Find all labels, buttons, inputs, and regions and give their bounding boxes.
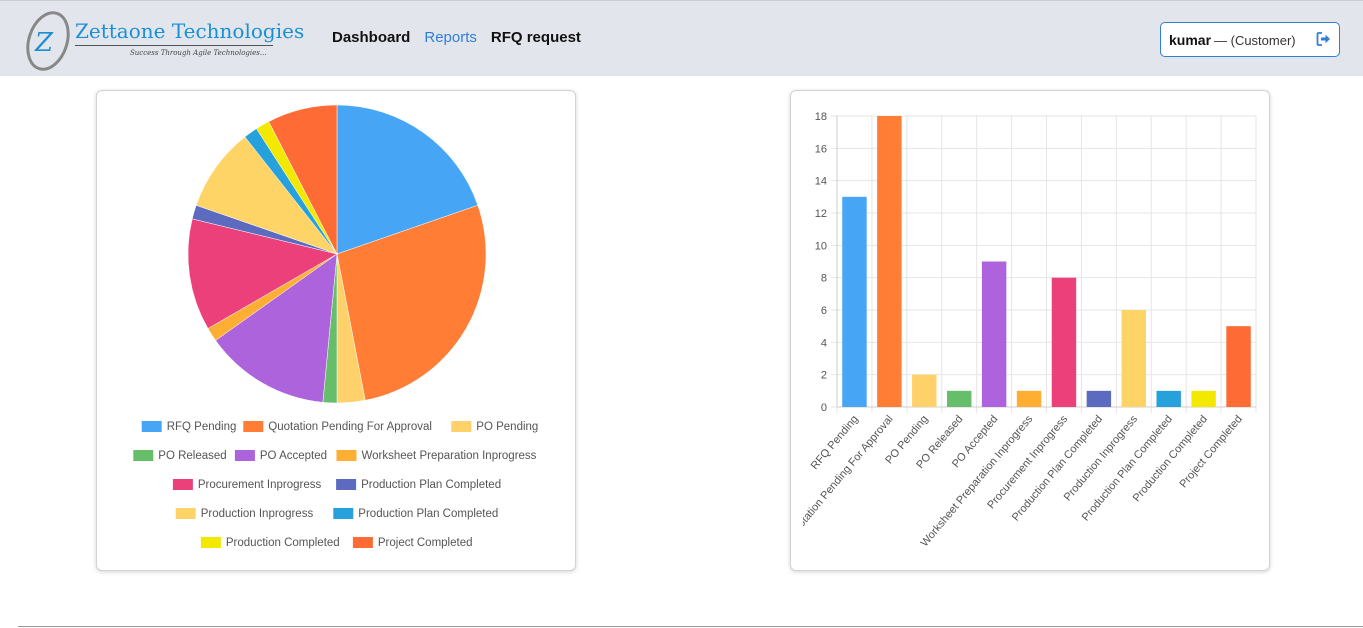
bar-chart-card: 0 2 4 6 8 10 12 14 16 18 RFQ Pending Quotation Pend… xyxy=(790,90,1270,571)
legend-label: Procurement Inprogress xyxy=(198,479,322,491)
bar-production-plan-completed[interactable] xyxy=(1086,390,1112,407)
legend-item-production-plan-completed[interactable]: Production Plan Completed xyxy=(333,508,498,520)
y-tick-label: 4 xyxy=(821,337,827,349)
legend-label: Project Completed xyxy=(378,537,473,549)
bar-quotation-pending-for-approval[interactable] xyxy=(877,116,902,407)
legend-swatch xyxy=(352,537,373,548)
legend-swatch xyxy=(175,508,196,519)
legend-label: Production Inprogress xyxy=(201,508,314,520)
bar-project-completed[interactable] xyxy=(1226,326,1251,407)
legend-item-procurement-inprogress[interactable]: Procurement Inprogress xyxy=(172,479,322,491)
brand-divider xyxy=(75,45,273,46)
legend-swatch xyxy=(172,479,193,490)
bar-po-accepted[interactable] xyxy=(981,261,1007,408)
legend-swatch xyxy=(234,450,255,461)
legend-item-rfq-pending[interactable]: RFQ Pending xyxy=(141,421,237,433)
legend-item-project-completed[interactable]: Project Completed xyxy=(352,537,473,549)
legend-label: PO Released xyxy=(158,450,226,462)
legend-swatch xyxy=(133,450,154,461)
y-tick-label: 14 xyxy=(815,176,827,188)
legend-item-quotation-pending-for-approval[interactable]: Quotation Pending For Approval xyxy=(243,421,432,433)
bar-production-completed[interactable] xyxy=(1191,390,1216,407)
bar-po-pending[interactable] xyxy=(912,374,937,407)
user-menu[interactable]: kumar — (Customer) xyxy=(1160,22,1340,57)
y-tick-label: 18 xyxy=(815,111,827,123)
y-tick-label: 6 xyxy=(821,305,827,317)
bar-production-plan-completed[interactable] xyxy=(1156,390,1181,407)
legend-swatch xyxy=(243,421,264,432)
legend-item-worksheet-preparation-inprogress[interactable]: Worksheet Preparation Inprogress xyxy=(336,450,537,462)
pie-slice-production-inprogress[interactable] xyxy=(195,136,338,255)
brand-name: Zettaone Technologies xyxy=(75,19,305,43)
legend-item-production-plan-completed[interactable]: Production Plan Completed xyxy=(336,479,501,491)
y-tick-label: 0 xyxy=(821,402,827,414)
legend-swatch xyxy=(451,421,472,432)
bar-production-inprogress[interactable] xyxy=(1121,310,1147,407)
pie-slice-rfq-pending[interactable] xyxy=(336,104,479,255)
user-role: — (Customer) xyxy=(1214,33,1296,48)
pie-slice-project-completed[interactable] xyxy=(268,104,338,255)
y-tick-label: 8 xyxy=(821,273,827,285)
sign-out-icon[interactable] xyxy=(1316,31,1332,52)
legend-swatch xyxy=(200,537,221,548)
x-tick-label: Project Completed xyxy=(1177,413,1244,490)
legend-item-po-released[interactable]: PO Released xyxy=(133,450,227,462)
bar-rfq-pending[interactable] xyxy=(842,196,867,407)
brand-logo[interactable]: Z Zettaone Technologies Success Through … xyxy=(22,7,304,71)
nav-reports[interactable]: Reports xyxy=(424,29,477,46)
nav-dashboard[interactable]: Dashboard xyxy=(332,29,411,46)
nav-rfq-request[interactable]: RFQ request xyxy=(490,29,581,46)
pie-slice-quotation-pending-for-approval[interactable] xyxy=(336,204,487,401)
y-tick-label: 2 xyxy=(821,370,827,382)
pie-chart: RFQ Pending Quotation Pending For Approva… xyxy=(133,104,538,549)
legend-label: Worksheet Preparation Inprogress xyxy=(362,450,537,462)
legend-label: RFQ Pending xyxy=(167,421,237,433)
user-name: kumar xyxy=(1169,32,1212,48)
legend-label: Production Completed xyxy=(226,537,340,549)
navbar: Z Zettaone Technologies Success Through … xyxy=(0,0,1363,76)
legend-label: PO Pending xyxy=(476,421,538,433)
legend-label: Quotation Pending For Approval xyxy=(268,421,432,433)
footer-divider xyxy=(18,626,1363,627)
logo-emblem-icon: Z xyxy=(26,11,70,71)
legend-label: PO Accepted xyxy=(260,450,327,462)
bar-po-released[interactable] xyxy=(946,390,972,407)
legend-swatch xyxy=(141,421,162,432)
legend-item-production-inprogress[interactable]: Production Inprogress xyxy=(175,508,314,520)
legend-item-po-pending[interactable]: PO Pending xyxy=(451,421,538,433)
bar-worksheet-preparation-inprogress[interactable] xyxy=(1016,390,1042,407)
pie-slice-procurement-inprogress[interactable] xyxy=(187,218,338,329)
legend-item-production-completed[interactable]: Production Completed xyxy=(200,537,340,549)
pie-chart-card: RFQ Pending Quotation Pending For Approva… xyxy=(96,90,576,571)
legend-swatch xyxy=(333,508,354,519)
y-tick-label: 12 xyxy=(815,208,827,220)
legend-swatch xyxy=(336,479,357,490)
legend-label: Production Plan Completed xyxy=(361,479,501,491)
pie-slice-po-accepted[interactable] xyxy=(215,253,338,403)
brand-tagline: Success Through Agile Technologies... xyxy=(130,49,267,57)
main-nav: Dashboard Reports RFQ request xyxy=(332,29,581,46)
legend-swatch xyxy=(336,450,357,461)
bar-procurement-inprogress[interactable] xyxy=(1051,277,1077,407)
svg-text:Z: Z xyxy=(34,28,54,58)
y-tick-label: 16 xyxy=(815,143,827,155)
y-tick-label: 10 xyxy=(815,240,827,252)
legend-item-po-accepted[interactable]: PO Accepted xyxy=(234,450,327,462)
legend-label: Production Plan Completed xyxy=(358,508,498,520)
